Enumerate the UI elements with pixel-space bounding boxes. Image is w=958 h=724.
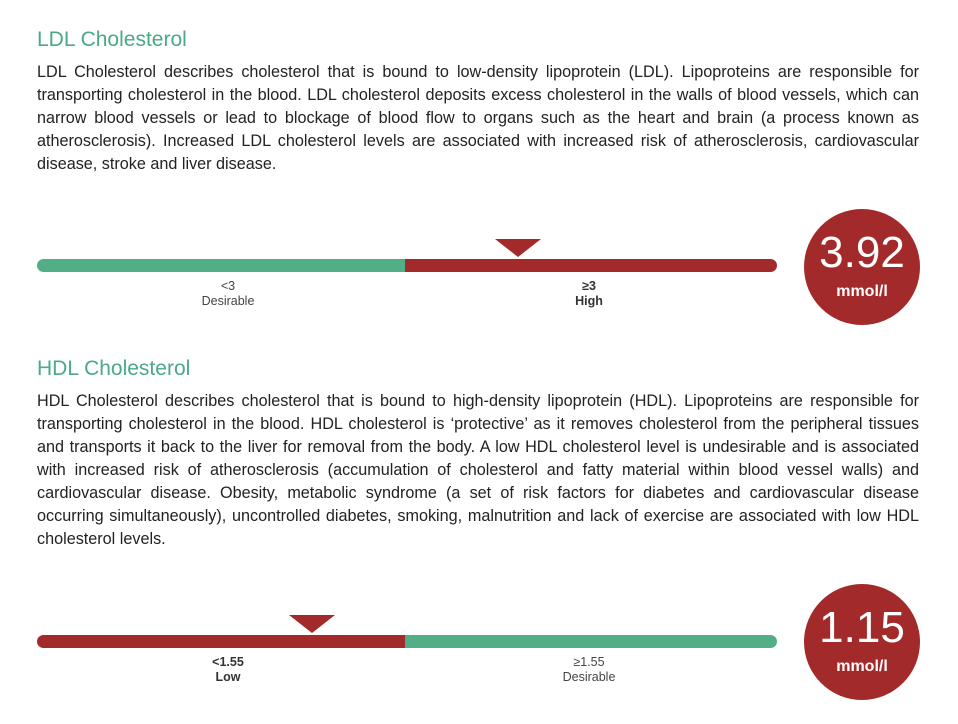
hdl-low-segment (37, 635, 405, 648)
ldl-range-high: ≥3 High (529, 279, 649, 309)
hdl-range-low: <1.55 Low (168, 655, 288, 685)
ldl-result-unit: mmol/l (836, 283, 888, 300)
ldl-range-desirable-threshold: <3 (220, 279, 236, 293)
ldl-result-value: 3.92 (819, 228, 905, 277)
hdl-range-desirable: ≥1.55 Desirable (529, 655, 649, 685)
hdl-range-low-label: Low (215, 670, 241, 684)
hdl-result-marker-icon (289, 615, 335, 633)
ldl-range-high-threshold: ≥3 (582, 279, 596, 293)
hdl-description: HDL Cholesterol describes cholesterol th… (37, 392, 919, 548)
hdl-result-value: 1.15 (819, 603, 905, 652)
ldl-desirable-segment (37, 259, 405, 272)
ldl-range-desirable-label: Desirable (201, 294, 255, 308)
ldl-range-high-label: High (575, 294, 603, 308)
ldl-high-segment (405, 259, 777, 272)
ldl-range-bar: <3 Desirable ≥3 High (37, 239, 777, 339)
hdl-range-bar: <1.55 Low ≥1.55 Desirable (37, 615, 777, 715)
ldl-range-desirable: <3 Desirable (168, 279, 288, 309)
hdl-result-unit: mmol/l (836, 658, 888, 675)
ldl-title: LDL Cholesterol (37, 28, 187, 51)
hdl-desirable-segment (405, 635, 777, 648)
hdl-range-desirable-label: Desirable (562, 670, 616, 684)
hdl-range-desirable-threshold: ≥1.55 (573, 655, 605, 669)
hdl-range-low-threshold: <1.55 (212, 655, 244, 669)
hdl-result-badge: 1.15 mmol/l (804, 584, 920, 700)
ldl-result-badge: 3.92 mmol/l (804, 209, 920, 325)
ldl-description: LDL Cholesterol describes cholesterol th… (37, 63, 919, 173)
hdl-section: HDL Cholesterol HDL Cholesterol describe… (37, 356, 919, 551)
ldl-section: LDL Cholesterol LDL Cholesterol describe… (37, 27, 919, 176)
hdl-title: HDL Cholesterol (37, 357, 191, 380)
ldl-result-marker-icon (495, 239, 541, 257)
